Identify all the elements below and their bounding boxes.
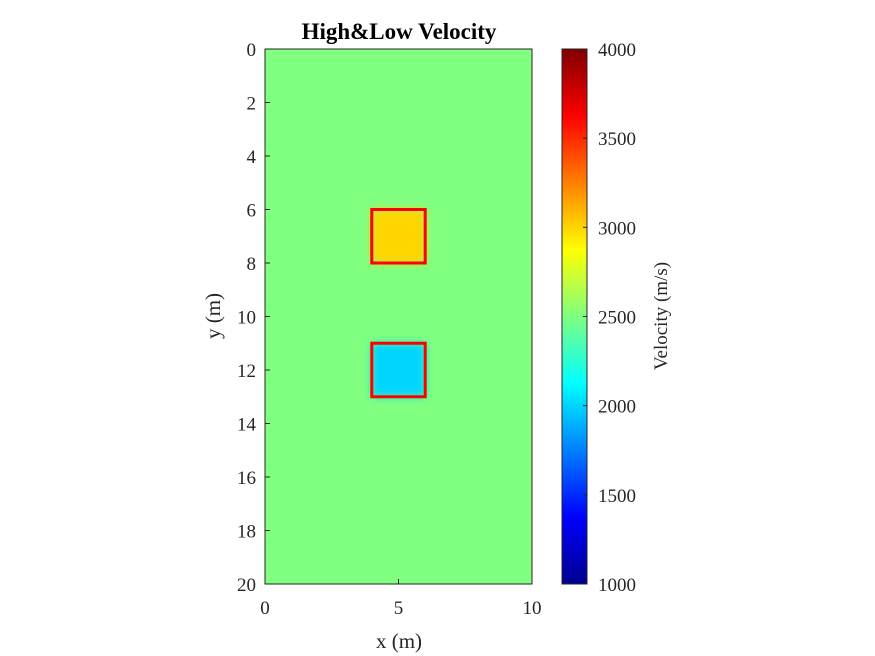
- x-tick-label: 0: [260, 598, 270, 619]
- y-tick-label: 20: [237, 575, 256, 596]
- colorbar-gradient: [561, 48, 588, 585]
- y-tick-label: 8: [247, 254, 257, 275]
- anomaly-outline-2: [370, 341, 427, 399]
- y-tick-label: 0: [247, 40, 257, 61]
- velocity-anomaly-2: [371, 343, 426, 397]
- colorbar-tick-label: 1000: [598, 575, 636, 596]
- x-tick-label: 10: [523, 598, 542, 619]
- y-tick-label: 16: [237, 468, 256, 489]
- colorbar-tick-label: 4000: [598, 40, 636, 61]
- y-axis: 0 2 4 6 8 10 12 14 16 18 20: [237, 40, 270, 596]
- y-tick-label: 2: [247, 94, 257, 115]
- x-axis: 0 5 10: [260, 579, 542, 619]
- y-tick-label: 14: [237, 415, 257, 436]
- velocity-anomaly-1: [371, 209, 426, 263]
- colorbar-label: Velocity (m/s): [651, 262, 672, 370]
- plot-area: [264, 48, 533, 585]
- y-tick-label: 10: [237, 308, 256, 329]
- x-axis-label: x (m): [376, 629, 422, 653]
- y-tick-label: 12: [237, 361, 256, 382]
- x-tick-label: 5: [394, 598, 404, 619]
- y-axis-label: y (m): [201, 293, 225, 339]
- colorbar-tick-label: 3000: [598, 218, 636, 239]
- colorbar-tick-label: 3500: [598, 129, 636, 150]
- y-tick-label: 6: [247, 201, 257, 222]
- colorbar-tick-label: 1500: [598, 486, 636, 507]
- velocity-background: [265, 49, 532, 584]
- colorbar-tick-label: 2500: [598, 308, 636, 329]
- colorbar: 1000 1500 2000 2500 3000 3500 4000: [561, 40, 636, 596]
- y-tick-label: 4: [247, 147, 257, 168]
- anomaly-outline-1: [370, 208, 427, 265]
- chart-title: High&Low Velocity: [302, 19, 497, 44]
- y-tick-label: 18: [237, 522, 256, 543]
- colorbar-tick-label: 2000: [598, 397, 636, 418]
